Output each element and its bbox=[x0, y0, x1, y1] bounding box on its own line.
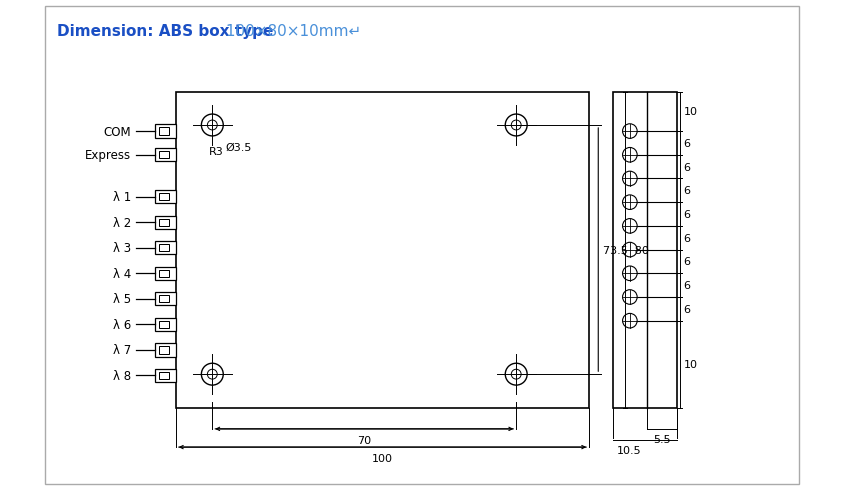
Bar bbox=[614, 92, 677, 408]
Bar bbox=[159, 194, 170, 201]
Text: 73.5  80: 73.5 80 bbox=[603, 245, 649, 255]
Bar bbox=[159, 346, 170, 354]
Bar bbox=[154, 191, 176, 204]
Bar bbox=[154, 125, 176, 139]
Text: 6: 6 bbox=[684, 139, 690, 149]
Text: λ 6: λ 6 bbox=[113, 318, 132, 331]
Bar bbox=[154, 149, 176, 162]
Text: Express: Express bbox=[85, 149, 132, 162]
Text: 6: 6 bbox=[684, 304, 690, 314]
Text: λ 7: λ 7 bbox=[113, 344, 132, 357]
Text: λ 1: λ 1 bbox=[113, 191, 132, 204]
Bar bbox=[154, 267, 176, 281]
Bar bbox=[154, 344, 176, 357]
Text: COM: COM bbox=[104, 125, 132, 138]
Bar bbox=[154, 216, 176, 229]
Bar bbox=[154, 369, 176, 382]
Bar bbox=[159, 244, 170, 252]
Bar bbox=[154, 318, 176, 331]
Text: 10: 10 bbox=[684, 107, 697, 117]
Bar bbox=[159, 219, 170, 226]
Bar bbox=[159, 372, 170, 379]
Bar bbox=[159, 296, 170, 303]
Bar bbox=[159, 270, 170, 277]
Text: λ 2: λ 2 bbox=[113, 216, 132, 229]
Text: λ 8: λ 8 bbox=[113, 369, 132, 382]
Text: Dimension: ABS box type: Dimension: ABS box type bbox=[57, 24, 273, 39]
Text: 100: 100 bbox=[372, 453, 393, 463]
Text: 5.5: 5.5 bbox=[653, 434, 671, 444]
Bar bbox=[154, 292, 176, 306]
Bar bbox=[154, 242, 176, 255]
Text: λ 5: λ 5 bbox=[113, 293, 132, 305]
Text: 100×80×10mm↵: 100×80×10mm↵ bbox=[221, 24, 362, 39]
Text: 70: 70 bbox=[357, 435, 371, 445]
Text: Ø3.5: Ø3.5 bbox=[225, 142, 252, 153]
Bar bbox=[176, 92, 589, 408]
Text: 6: 6 bbox=[684, 209, 690, 220]
Text: λ 4: λ 4 bbox=[113, 267, 132, 280]
Text: 6: 6 bbox=[684, 186, 690, 196]
Text: 6: 6 bbox=[684, 163, 690, 172]
Text: 10.5: 10.5 bbox=[616, 445, 641, 455]
Bar bbox=[159, 321, 170, 328]
Text: 6: 6 bbox=[684, 257, 690, 267]
Text: 6: 6 bbox=[684, 233, 690, 243]
Text: λ 3: λ 3 bbox=[113, 242, 132, 255]
Bar bbox=[159, 128, 170, 136]
Text: R3: R3 bbox=[209, 147, 224, 157]
Text: 10: 10 bbox=[684, 359, 697, 369]
Bar bbox=[159, 152, 170, 159]
Text: 6: 6 bbox=[684, 281, 690, 290]
